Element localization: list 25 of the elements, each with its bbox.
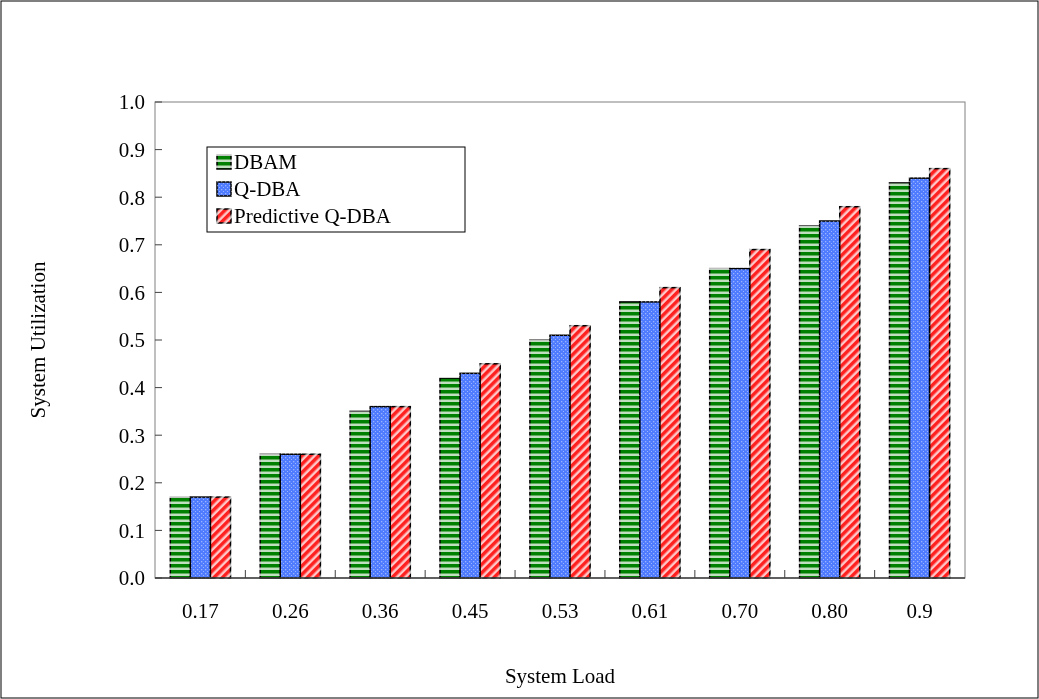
x-tick-label: 0.36: [361, 599, 399, 623]
y-tick-label: 0.5: [118, 328, 145, 353]
x-tick-label: 0.45: [451, 599, 489, 623]
x-tick-label: 0.70: [721, 599, 759, 623]
x-tick-label: 0.9: [906, 599, 933, 623]
y-tick-label: 0.0: [118, 566, 145, 591]
y-tick-label: 0.6: [118, 280, 145, 305]
x-tick-label: 0.17: [182, 599, 219, 623]
x-axis-title: System Load: [504, 664, 616, 688]
y-tick-label: 1.0: [118, 90, 145, 115]
y-tick-label: 0.7: [118, 233, 145, 258]
y-tick-label: 0.3: [118, 423, 145, 448]
x-tick-label: 0.26: [271, 599, 309, 623]
legend-label: Q-DBA: [234, 177, 302, 202]
x-tick-label: 0.61: [631, 599, 669, 623]
x-tick-label: 0.53: [541, 599, 579, 623]
y-axis-title: System Utilization: [26, 261, 50, 419]
x-tick-label: 0.80: [811, 599, 849, 623]
legend-label: DBAM: [234, 150, 298, 175]
y-tick-label: 0.2: [118, 471, 145, 496]
legend-label: Predictive Q-DBA: [234, 204, 392, 229]
y-tick-label: 0.1: [118, 518, 145, 543]
y-tick-label: 0.8: [118, 185, 145, 210]
y-tick-label: 0.4: [118, 375, 146, 400]
y-tick-label: 0.9: [118, 137, 145, 162]
